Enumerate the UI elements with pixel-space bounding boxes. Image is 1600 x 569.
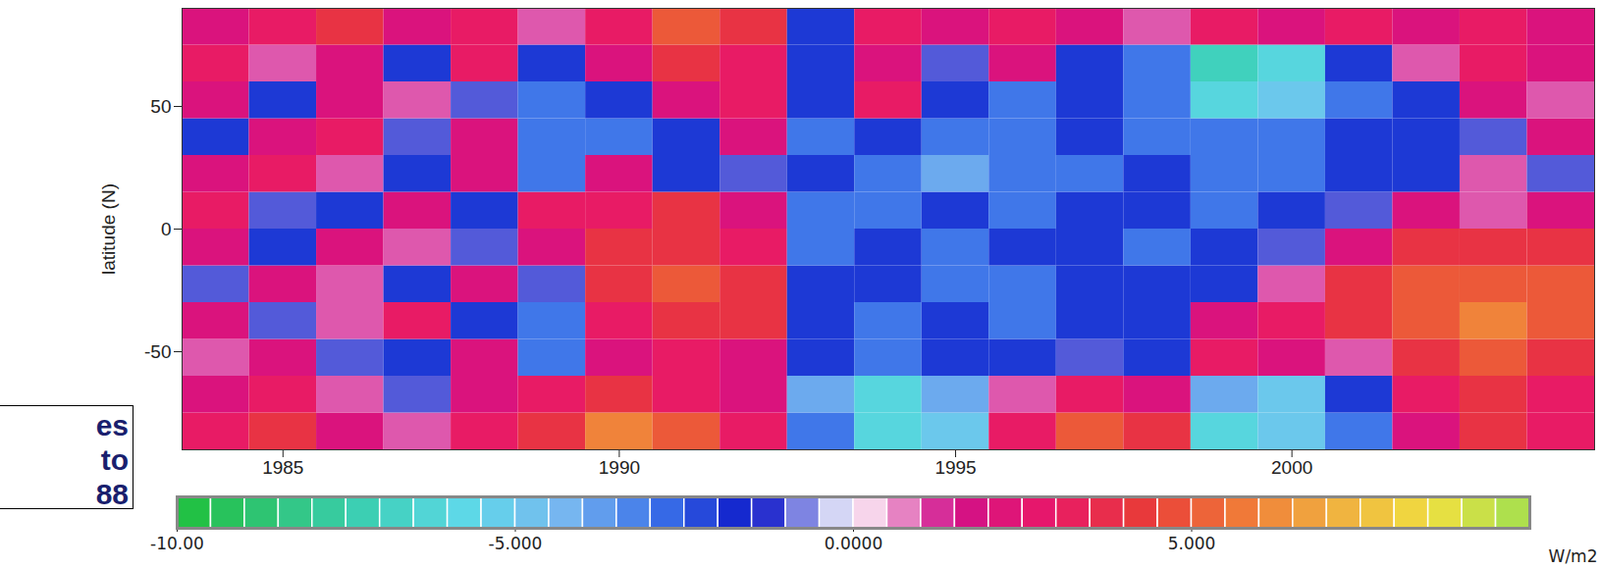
svg-text:-50: -50 [144,341,171,363]
svg-text:-5.000: -5.000 [488,533,543,554]
html-text:88: 88 [95,478,129,511]
html-text:es: es [95,409,129,442]
svg-text:1995: 1995 [934,457,976,479]
svg-text:W/m2: W/m2 [1548,546,1599,567]
svg-text:2000: 2000 [1271,457,1313,479]
svg-text:latitude (N): latitude (N) [98,183,119,275]
svg-text:0.0000: 0.0000 [824,533,883,554]
svg-text:50: 50 [150,96,171,117]
html-text:to: to [100,443,129,477]
svg-text:-10.00: -10.00 [150,533,205,554]
svg-text:1990: 1990 [598,457,640,479]
svg-text:1985: 1985 [262,457,304,479]
svg-text:5.000: 5.000 [1168,533,1217,554]
svg-text:0: 0 [160,218,172,240]
